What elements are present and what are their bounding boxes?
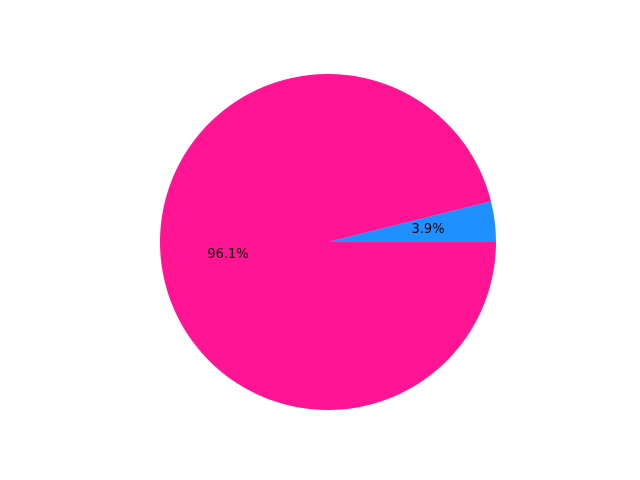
pie-slice-1	[328, 201, 496, 242]
pie-slice-2	[160, 74, 496, 411]
pie-labels: 3.9% 96.1%	[207, 222, 444, 262]
slice-label-1: 3.9%	[412, 222, 445, 237]
pie-slices	[160, 74, 496, 411]
slice-label-2: 96.1%	[207, 247, 248, 262]
